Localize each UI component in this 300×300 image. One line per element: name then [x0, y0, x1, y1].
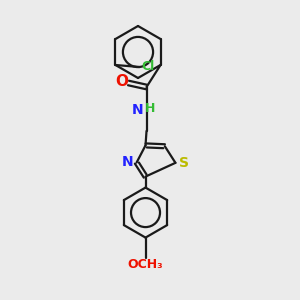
Text: N: N — [132, 103, 143, 117]
Text: S: S — [179, 156, 189, 170]
Text: OCH₃: OCH₃ — [128, 258, 163, 271]
Text: N: N — [122, 154, 134, 169]
Text: O: O — [115, 74, 128, 89]
Text: H: H — [145, 103, 156, 116]
Text: Cl: Cl — [142, 61, 155, 74]
